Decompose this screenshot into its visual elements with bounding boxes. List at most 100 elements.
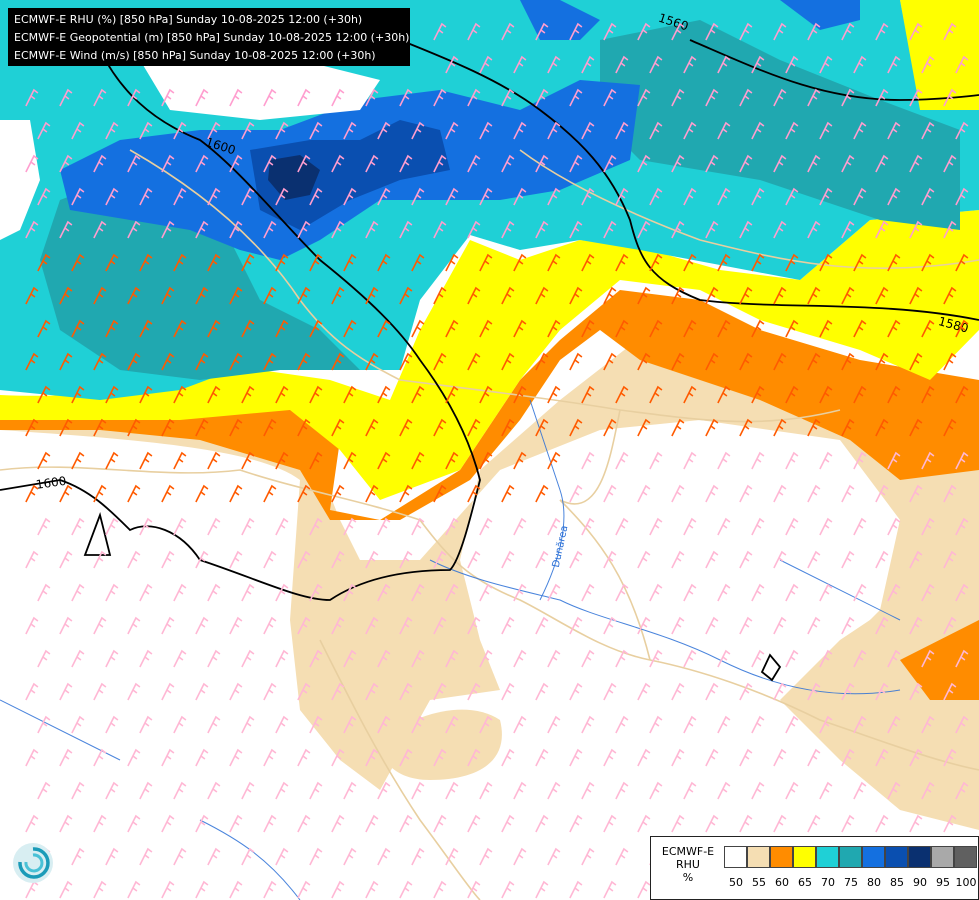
wind-barb — [25, 286, 39, 305]
wind-barb — [343, 715, 357, 734]
wind-barb — [501, 154, 515, 173]
wind-barb — [71, 319, 85, 338]
wind-barb — [615, 847, 629, 866]
wind-barb — [705, 352, 719, 371]
wind-barb — [365, 616, 379, 635]
wind-barb — [569, 22, 583, 41]
wind-barb — [671, 616, 685, 635]
wind-barb — [263, 286, 277, 305]
wind-barb — [59, 220, 73, 239]
wind-barb — [841, 88, 855, 107]
wind-barb — [909, 352, 923, 371]
wind-barb — [921, 451, 935, 470]
legend-tick-label: 55 — [752, 876, 766, 889]
wind-barb — [263, 418, 277, 437]
wind-barb — [887, 253, 901, 272]
wind-barb — [921, 319, 935, 338]
wind-barb — [569, 880, 583, 899]
wind-barb — [297, 880, 311, 899]
wind-barb — [785, 121, 799, 140]
wind-barb — [943, 682, 957, 701]
wind-barb — [433, 880, 447, 899]
wind-barb — [433, 418, 447, 437]
wind-barb — [875, 616, 889, 635]
wind-barb — [739, 154, 753, 173]
wind-barb — [275, 121, 289, 140]
wind-barb — [773, 418, 787, 437]
wind-barb — [37, 319, 51, 338]
wind-barb — [207, 187, 221, 206]
legend-swatch — [862, 846, 885, 868]
wind-barb — [479, 451, 493, 470]
wind-barb — [569, 748, 583, 767]
wind-barb — [229, 616, 243, 635]
wind-barb — [547, 319, 561, 338]
wind-barb — [297, 748, 311, 767]
wind-barb — [263, 220, 277, 239]
wind-barb — [705, 550, 719, 569]
wind-barb — [139, 451, 153, 470]
wind-barb — [161, 220, 175, 239]
wind-barb — [819, 187, 833, 206]
wind-barb — [603, 682, 617, 701]
title-line-wind: ECMWF-E Wind (m/s) [850 hPa] Sunday 10-0… — [14, 49, 376, 62]
wind-barb — [943, 418, 957, 437]
wind-barb — [875, 352, 889, 371]
wind-barb — [479, 187, 493, 206]
wind-barb — [365, 880, 379, 899]
wind-barb — [229, 748, 243, 767]
wind-barb — [535, 880, 549, 899]
wind-barb — [841, 352, 855, 371]
wind-barb — [297, 220, 311, 239]
wind-barb — [841, 154, 855, 173]
wind-barb — [943, 616, 957, 635]
wind-barb — [637, 616, 651, 635]
wind-barb — [943, 352, 957, 371]
wind-barb — [921, 121, 935, 140]
wind-barb — [773, 22, 787, 41]
wind-barb — [683, 187, 697, 206]
wind-barb — [479, 847, 493, 866]
wind-barb — [603, 418, 617, 437]
wind-barb — [671, 550, 685, 569]
wind-barb — [173, 187, 187, 206]
wind-barb — [717, 121, 731, 140]
wind-barb — [807, 418, 821, 437]
wind-barb — [513, 715, 527, 734]
wind-barb — [297, 682, 311, 701]
wind-barb — [807, 748, 821, 767]
wind-barb — [887, 583, 901, 602]
wind-barb — [241, 121, 255, 140]
wind-barb — [207, 319, 221, 338]
wind-barb — [875, 814, 889, 833]
wind-barb — [173, 781, 187, 800]
wind-barb — [535, 22, 549, 41]
legend-swatch — [908, 846, 931, 868]
wind-barb — [343, 517, 357, 536]
wind-barb — [161, 682, 175, 701]
wind-barb — [683, 385, 697, 404]
wind-barb — [105, 319, 119, 338]
wind-barb — [513, 847, 527, 866]
wind-barb — [581, 121, 595, 140]
wind-barb — [365, 286, 379, 305]
wind-barb — [547, 187, 561, 206]
wind-barb — [535, 616, 549, 635]
wind-barb — [309, 319, 323, 338]
wind-barb — [365, 484, 379, 503]
wind-barb — [195, 748, 209, 767]
wind-barb — [569, 88, 583, 107]
wind-barb — [819, 715, 833, 734]
wind-barb — [717, 715, 731, 734]
wind-barb — [275, 649, 289, 668]
wind-barb — [921, 187, 935, 206]
wind-barb — [501, 352, 515, 371]
wind-barb — [229, 88, 243, 107]
wind-barb — [569, 352, 583, 371]
wind-barb — [535, 352, 549, 371]
wind-barb — [705, 418, 719, 437]
legend-tick-label: 95 — [936, 876, 950, 889]
legend-model: ECMWF-E — [661, 845, 715, 858]
wind-barb — [207, 583, 221, 602]
